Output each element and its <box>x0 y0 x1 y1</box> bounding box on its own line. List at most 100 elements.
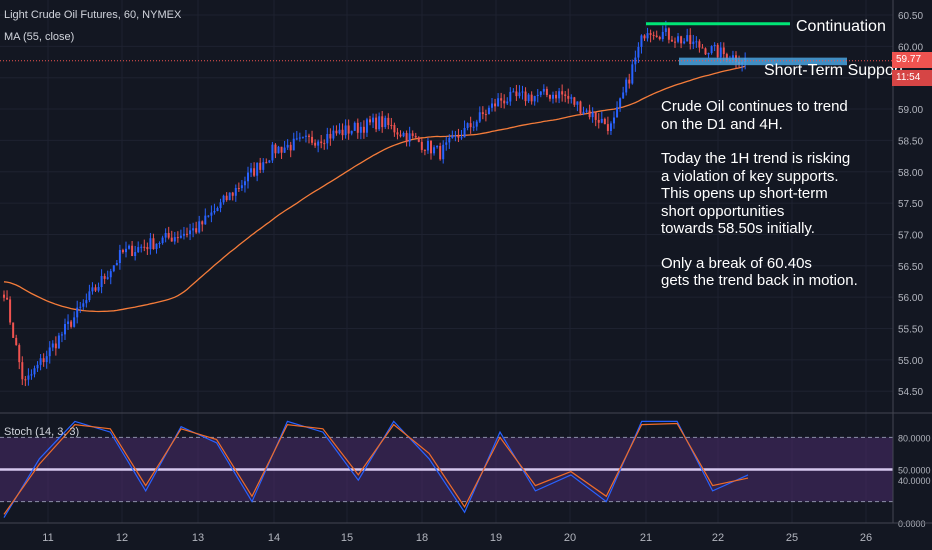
candle-body <box>359 126 362 133</box>
time-tick-label: 12 <box>116 532 128 544</box>
candle-body <box>15 337 18 346</box>
candle-body <box>286 144 289 148</box>
candle-body <box>304 135 307 137</box>
candle-body <box>491 103 493 108</box>
candle-body <box>408 133 411 142</box>
candle-body <box>106 277 109 279</box>
candle-body <box>670 39 673 42</box>
candle-body <box>149 238 152 250</box>
candle-body <box>170 237 173 242</box>
candle-body <box>112 265 115 272</box>
candle-body <box>417 137 420 142</box>
candle-body <box>591 111 594 118</box>
candle-body <box>237 188 240 190</box>
candle-body <box>552 94 554 99</box>
candle-body <box>161 237 164 244</box>
candle-body <box>472 126 475 128</box>
candle-body <box>433 147 436 154</box>
candle-body <box>36 364 39 369</box>
candle-body <box>451 135 454 138</box>
candle-body <box>430 140 432 154</box>
candle-body <box>24 379 27 381</box>
candle-body <box>225 195 228 201</box>
candle-body <box>707 53 710 55</box>
candle-body <box>677 36 680 42</box>
ma-legend-label: MA (55, close) <box>4 31 75 43</box>
candle-body <box>375 117 378 130</box>
time-tick-label: 21 <box>640 532 652 544</box>
candle-body <box>619 98 622 108</box>
candle-body <box>542 88 545 92</box>
candle-body <box>484 114 487 116</box>
candle-body <box>9 299 12 323</box>
candle-body <box>12 322 15 338</box>
candle-body <box>448 137 451 143</box>
candle-body <box>152 238 155 250</box>
price-tick-label: 57.00 <box>898 230 923 241</box>
candle-body <box>426 140 429 151</box>
candle-body <box>631 64 634 84</box>
candle-body <box>469 123 472 128</box>
candle-body <box>683 41 686 44</box>
candle-body <box>243 181 246 186</box>
candle-body <box>222 195 225 203</box>
candle-body <box>616 107 619 118</box>
candle-body <box>613 117 615 124</box>
candle-body <box>594 111 597 120</box>
candle-body <box>548 94 551 99</box>
candle-body <box>277 146 280 154</box>
candle-body <box>609 123 612 131</box>
candle-body <box>487 107 490 115</box>
candle-body <box>369 119 371 123</box>
candle-body <box>640 35 643 47</box>
price-tick-label: 58.00 <box>898 168 923 179</box>
candle-body <box>27 375 30 380</box>
candle-body <box>582 111 585 114</box>
candle-body <box>338 129 341 134</box>
candle-body <box>70 321 73 327</box>
candle-body <box>219 202 222 209</box>
candle-body <box>362 126 365 133</box>
price-tick-label: 56.50 <box>898 262 923 273</box>
candle-body <box>716 44 719 58</box>
candle-body <box>213 210 216 213</box>
candlestick-series <box>3 20 747 387</box>
candle-body <box>39 358 42 365</box>
candle-body <box>195 228 198 233</box>
candle-body <box>533 96 536 102</box>
candle-body <box>344 125 347 136</box>
countdown-tag: 11:54 <box>892 70 932 86</box>
candle-body <box>192 228 195 231</box>
candle-body <box>51 343 54 348</box>
candle-body <box>54 343 57 349</box>
chart-title: Light Crude Oil Futures, 60, NYMEX <box>4 9 182 21</box>
candle-body <box>387 117 390 126</box>
candle-body <box>460 137 463 139</box>
candle-body <box>603 118 606 125</box>
candle-body <box>332 130 335 139</box>
candle-body <box>320 141 323 144</box>
candle-body <box>308 135 310 137</box>
candle-body <box>518 92 521 97</box>
candle-body <box>585 110 588 112</box>
candle-body <box>146 246 149 250</box>
time-tick-label: 25 <box>786 532 798 544</box>
candle-body <box>372 117 375 123</box>
candle-body <box>713 44 716 47</box>
candle-body <box>292 138 295 151</box>
candle-body <box>268 160 271 163</box>
candle-body <box>179 235 182 238</box>
note-paragraph: Today the 1H trend is risking a violatio… <box>661 150 851 237</box>
candle-body <box>579 101 582 114</box>
candle-body <box>475 121 478 127</box>
candle-body <box>79 306 82 308</box>
candle-body <box>94 287 97 291</box>
price-tick-label: 55.00 <box>898 356 923 367</box>
candle-body <box>704 48 707 55</box>
candle-body <box>567 95 570 99</box>
candle-body <box>494 103 497 107</box>
stoch-legend-label: Stoch (14, 3, 3) <box>4 426 80 438</box>
candle-body <box>606 124 609 131</box>
chart-grid <box>0 0 893 523</box>
candle-body <box>686 35 689 42</box>
